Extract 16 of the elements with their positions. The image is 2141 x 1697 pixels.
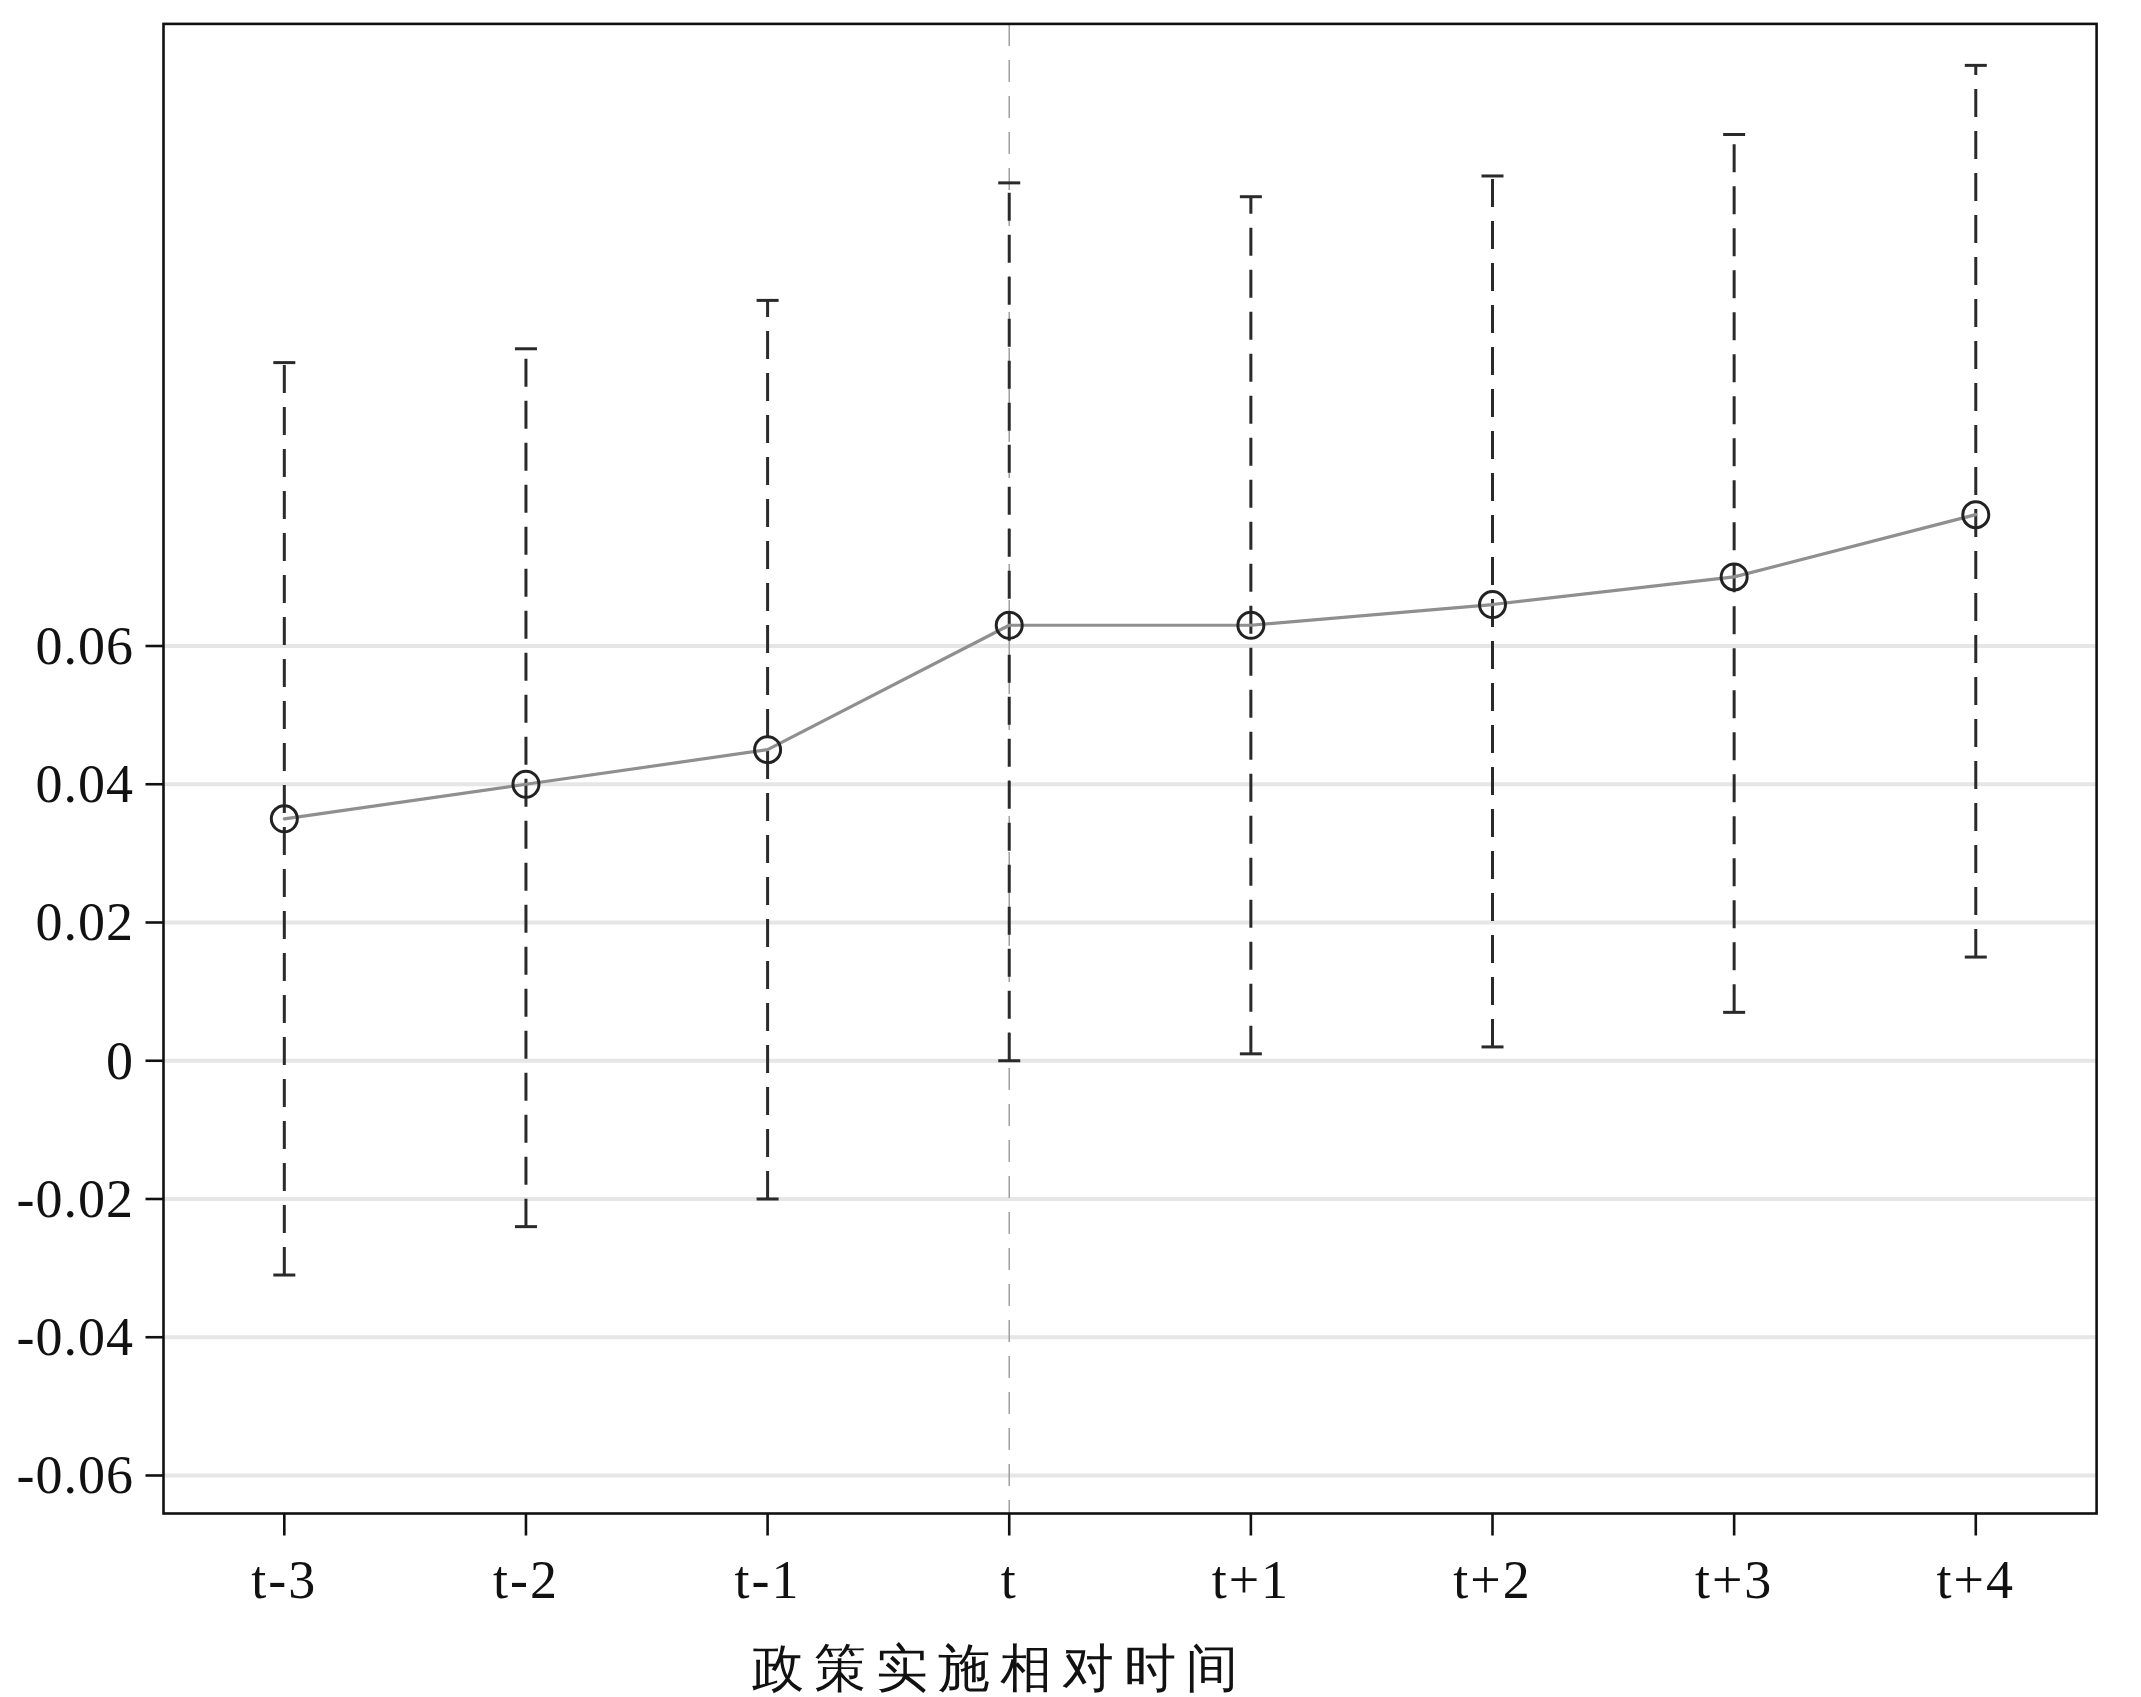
x-tick-label: t+1 bbox=[1211, 1550, 1291, 1610]
x-axis-title: 政策实施相对时间 bbox=[752, 1639, 1248, 1697]
y-tick-label: -0.02 bbox=[16, 1168, 134, 1229]
y-tick-label: 0 bbox=[106, 1030, 134, 1091]
x-tick-label: t+4 bbox=[1936, 1550, 2016, 1610]
x-tick-label: t-3 bbox=[251, 1550, 318, 1610]
y-tick-label: 0.02 bbox=[35, 892, 134, 953]
x-tick-label: t bbox=[1000, 1550, 1018, 1610]
x-tick-label: t-2 bbox=[492, 1550, 559, 1610]
x-tick-label: t+2 bbox=[1453, 1550, 1532, 1610]
y-tick-label: 0.04 bbox=[35, 754, 134, 815]
x-tick-label: t-1 bbox=[734, 1550, 801, 1610]
x-tick-label: t+3 bbox=[1694, 1550, 1774, 1610]
y-tick-label: -0.06 bbox=[16, 1445, 134, 1506]
y-tick-label: 0.06 bbox=[35, 616, 134, 677]
y-tick-label: -0.04 bbox=[16, 1307, 134, 1368]
